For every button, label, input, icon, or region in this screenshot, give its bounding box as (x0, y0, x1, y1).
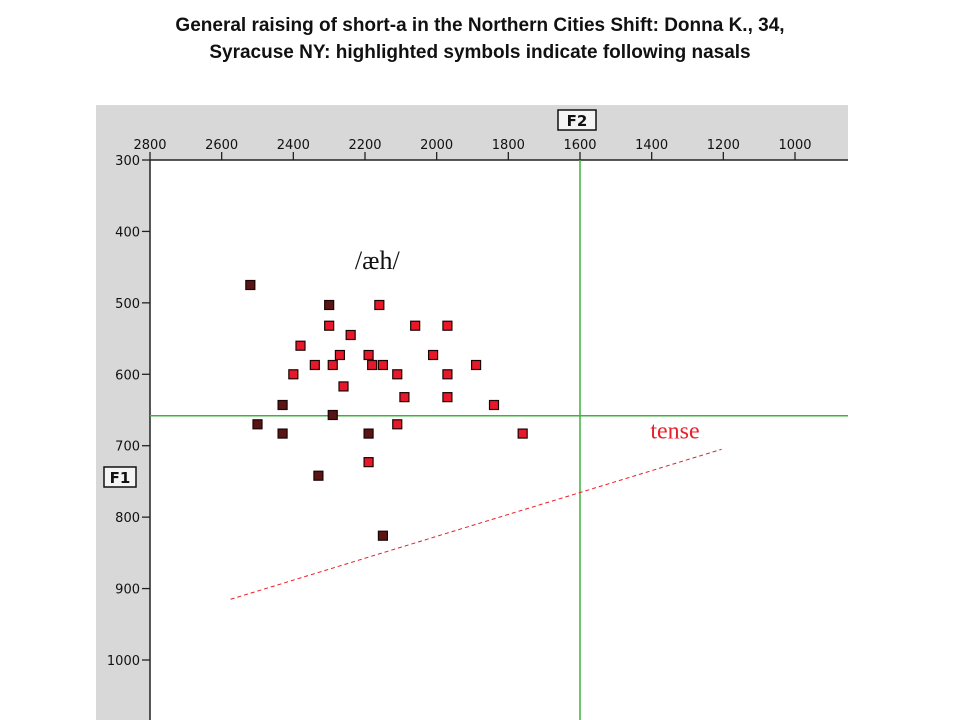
x-tick-label: 1400 (635, 138, 668, 153)
y-tick-label: 600 (115, 368, 140, 383)
x-tick-label: 2400 (277, 138, 310, 153)
data-point (363, 349, 374, 361)
data-points (245, 279, 528, 541)
y-axis-label-box (103, 466, 137, 488)
x-tick-label: 2200 (348, 138, 381, 153)
data-point-nasal (313, 470, 324, 481)
data-point (374, 299, 385, 311)
data-point-nasal (363, 428, 374, 439)
data-point (288, 369, 299, 380)
data-point (363, 457, 374, 468)
data-point (488, 399, 500, 411)
plot-area (150, 160, 848, 720)
y-axis-label: F1 (110, 469, 131, 487)
data-point (309, 359, 320, 371)
y-tick-label: 400 (115, 225, 140, 240)
data-point (442, 392, 453, 403)
data-point (338, 381, 349, 392)
data-point (367, 359, 378, 371)
data-point-nasal (324, 299, 335, 311)
x-axis-label: F2 (567, 112, 588, 130)
data-point (334, 349, 346, 361)
reference-lines (150, 160, 848, 720)
data-point (377, 359, 389, 371)
y-axis-label-badge: F1 (103, 466, 137, 488)
annotation-tense: tense (650, 418, 699, 444)
data-point-nasal (277, 399, 288, 411)
data-point-nasal (377, 530, 389, 541)
y-tick-label: 1000 (107, 654, 140, 669)
data-point (427, 349, 439, 361)
data-point (345, 329, 356, 341)
data-point (442, 369, 453, 380)
x-axis-label-badge: F2 (557, 109, 597, 131)
y-tick-label: 800 (115, 511, 140, 526)
x-tick-label: 1000 (778, 138, 811, 153)
y-tick-label: 700 (115, 440, 140, 455)
slide-title: General raising of short-a in the Northe… (0, 12, 960, 66)
x-tick-label: 1200 (707, 138, 740, 153)
data-point (410, 320, 421, 331)
x-tick-label: 1800 (492, 138, 525, 153)
tense-boundary-dashed-line (230, 448, 722, 600)
x-tick-label: 2600 (205, 138, 238, 153)
x-tick-label: 2800 (133, 138, 166, 153)
x-tick-label: 2000 (420, 138, 453, 153)
data-point (399, 392, 410, 403)
data-point-nasal (245, 279, 256, 291)
x-axis-label-box (557, 109, 597, 131)
x-axis-ticks: 2800 2600 2400 2200 2000 1800 1600 1400 1200 1000 (133, 138, 848, 161)
annotation-aeh: /æh/ (355, 246, 401, 275)
data-point-nasal (327, 409, 338, 421)
data-point (392, 369, 403, 380)
data-point (295, 340, 306, 351)
y-tick-label: 900 (115, 583, 140, 598)
data-point (327, 359, 338, 371)
data-point (324, 320, 335, 331)
title-line-2: Syracuse NY: highlighted symbols indicat… (209, 42, 751, 63)
data-point (470, 359, 482, 371)
data-point-nasal (252, 419, 263, 430)
data-point (517, 428, 528, 439)
data-point (442, 320, 453, 331)
y-axis-ticks: 300 400 500 600 700 800 900 1000 (107, 154, 151, 720)
x-tick-label: 1600 (563, 138, 596, 153)
y-tick-label: 500 (115, 297, 140, 312)
y-tick-label: 300 (115, 154, 140, 169)
title-line-1: General raising of short-a in the Northe… (175, 15, 785, 36)
data-point (392, 419, 403, 430)
data-point-nasal (277, 428, 288, 439)
